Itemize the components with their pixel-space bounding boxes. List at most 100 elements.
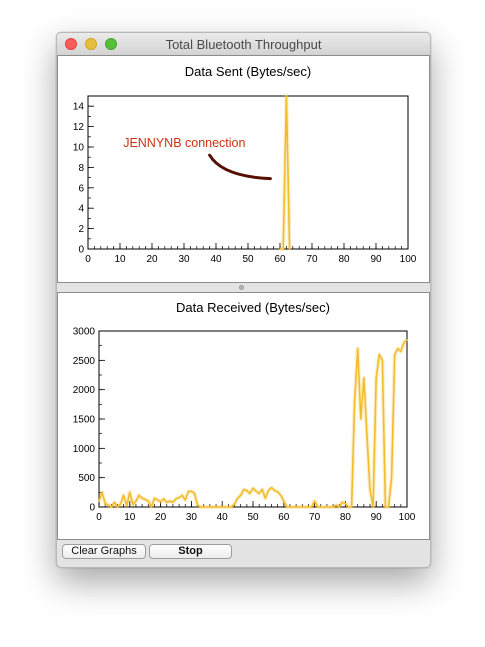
data-point bbox=[200, 506, 202, 508]
data-point bbox=[372, 506, 374, 508]
y-tick-label: 3000 bbox=[73, 327, 96, 338]
data-point bbox=[123, 494, 125, 496]
received-chart-pane: Data Received (Bytes/sec) 0 10 20 30 40 50 60 70… bbox=[57, 292, 430, 540]
data-point bbox=[110, 506, 112, 508]
data-point bbox=[138, 494, 140, 496]
stop-button[interactable]: Stop bbox=[149, 544, 232, 559]
data-received-chart: Data Received (Bytes/sec) 0 10 20 30 40 50 60 70… bbox=[73, 300, 416, 523]
data-point bbox=[163, 498, 165, 500]
title-bar[interactable]: Total Bluetooth Throughput bbox=[57, 33, 430, 56]
annotation-arrow bbox=[208, 153, 272, 181]
x-tick-label: 70 bbox=[306, 254, 318, 265]
split-view-divider[interactable] bbox=[57, 283, 430, 292]
data-point bbox=[129, 491, 131, 493]
close-window-button[interactable] bbox=[65, 38, 77, 50]
y-tick-label: 1000 bbox=[73, 444, 96, 455]
data-point bbox=[279, 248, 281, 250]
data-point bbox=[360, 418, 362, 420]
x-tick-label: 10 bbox=[114, 254, 126, 265]
zoom-window-button[interactable] bbox=[105, 38, 117, 50]
data-point bbox=[320, 506, 322, 508]
x-tick-label: 70 bbox=[309, 512, 321, 523]
x-tick-label: 100 bbox=[400, 254, 417, 265]
data-point bbox=[326, 506, 328, 508]
x-tick-label: 0 bbox=[96, 512, 102, 523]
sent-chart-pane: Data Sent (Bytes/sec) 0 10 20 30 40 50 60 70 80 90… bbox=[57, 55, 430, 283]
data-point bbox=[98, 500, 100, 502]
data-point bbox=[101, 491, 103, 493]
data-point bbox=[295, 506, 297, 508]
data-point bbox=[203, 506, 205, 508]
data-point bbox=[301, 506, 303, 508]
data-point bbox=[116, 506, 119, 508]
data-point bbox=[267, 489, 269, 492]
data-point bbox=[132, 504, 134, 506]
data-point bbox=[243, 488, 245, 490]
data-point bbox=[363, 377, 365, 379]
data-point bbox=[184, 499, 186, 501]
clear-graphs-button[interactable]: Clear Graphs bbox=[62, 544, 146, 559]
data-point bbox=[113, 501, 115, 503]
y-tick-label: 4 bbox=[78, 204, 84, 215]
y-tick-label: 2500 bbox=[73, 356, 96, 367]
data-point bbox=[338, 506, 340, 508]
data-point bbox=[354, 400, 356, 402]
y-tick-label: 0 bbox=[78, 245, 84, 256]
data-point bbox=[230, 506, 233, 508]
data-point bbox=[332, 506, 334, 508]
data-point bbox=[107, 504, 109, 506]
chart-title: Data Received (Bytes/sec) bbox=[176, 300, 330, 315]
y-tick-label: 0 bbox=[89, 503, 95, 514]
data-point bbox=[258, 492, 260, 495]
data-point bbox=[292, 506, 294, 508]
data-point bbox=[289, 506, 291, 508]
data-point bbox=[144, 498, 146, 500]
x-tick-label: 30 bbox=[178, 254, 190, 265]
data-point bbox=[329, 506, 331, 508]
x-tick-label: 90 bbox=[370, 254, 382, 265]
data-point bbox=[344, 502, 346, 505]
data-point bbox=[347, 506, 350, 508]
data-point bbox=[384, 506, 387, 508]
chart-title: Data Sent (Bytes/sec) bbox=[185, 64, 311, 79]
x-tick-label: 80 bbox=[338, 254, 350, 265]
x-tick-label: 60 bbox=[274, 254, 286, 265]
data-point bbox=[212, 506, 214, 508]
splitter-handle-icon[interactable] bbox=[239, 285, 244, 290]
data-point bbox=[357, 348, 359, 350]
data-point bbox=[298, 506, 300, 508]
data-point bbox=[387, 506, 390, 508]
data-point bbox=[147, 500, 149, 502]
data-point bbox=[317, 506, 319, 508]
data-point bbox=[224, 506, 226, 508]
app-window: Total Bluetooth Throughput Data Sent (By… bbox=[56, 32, 431, 568]
data-point bbox=[280, 494, 282, 496]
data-point bbox=[304, 506, 306, 508]
data-point bbox=[206, 506, 208, 508]
data-point bbox=[391, 477, 393, 479]
data-point bbox=[261, 488, 263, 490]
data-point bbox=[169, 500, 171, 502]
data-point bbox=[283, 500, 285, 502]
data-point bbox=[196, 504, 199, 506]
data-point bbox=[227, 506, 229, 508]
minimize-window-button[interactable] bbox=[85, 38, 97, 50]
data-point bbox=[341, 501, 343, 503]
data-point bbox=[406, 339, 408, 341]
data-point bbox=[126, 505, 128, 507]
data-point bbox=[270, 487, 273, 489]
data-point bbox=[403, 342, 405, 344]
data-point bbox=[335, 504, 337, 506]
data-point bbox=[323, 506, 325, 508]
data-point bbox=[366, 436, 368, 438]
data-point bbox=[240, 494, 242, 496]
y-tick-label: 14 bbox=[73, 102, 85, 113]
data-point bbox=[160, 501, 162, 503]
data-point bbox=[264, 497, 266, 499]
annotation-label: JENNYNB connection bbox=[123, 136, 245, 150]
x-tick-label: 10 bbox=[124, 512, 136, 523]
y-tick-label: 12 bbox=[73, 122, 85, 133]
data-point bbox=[285, 95, 287, 97]
data-point bbox=[181, 494, 183, 496]
window-title: Total Bluetooth Throughput bbox=[165, 37, 322, 52]
